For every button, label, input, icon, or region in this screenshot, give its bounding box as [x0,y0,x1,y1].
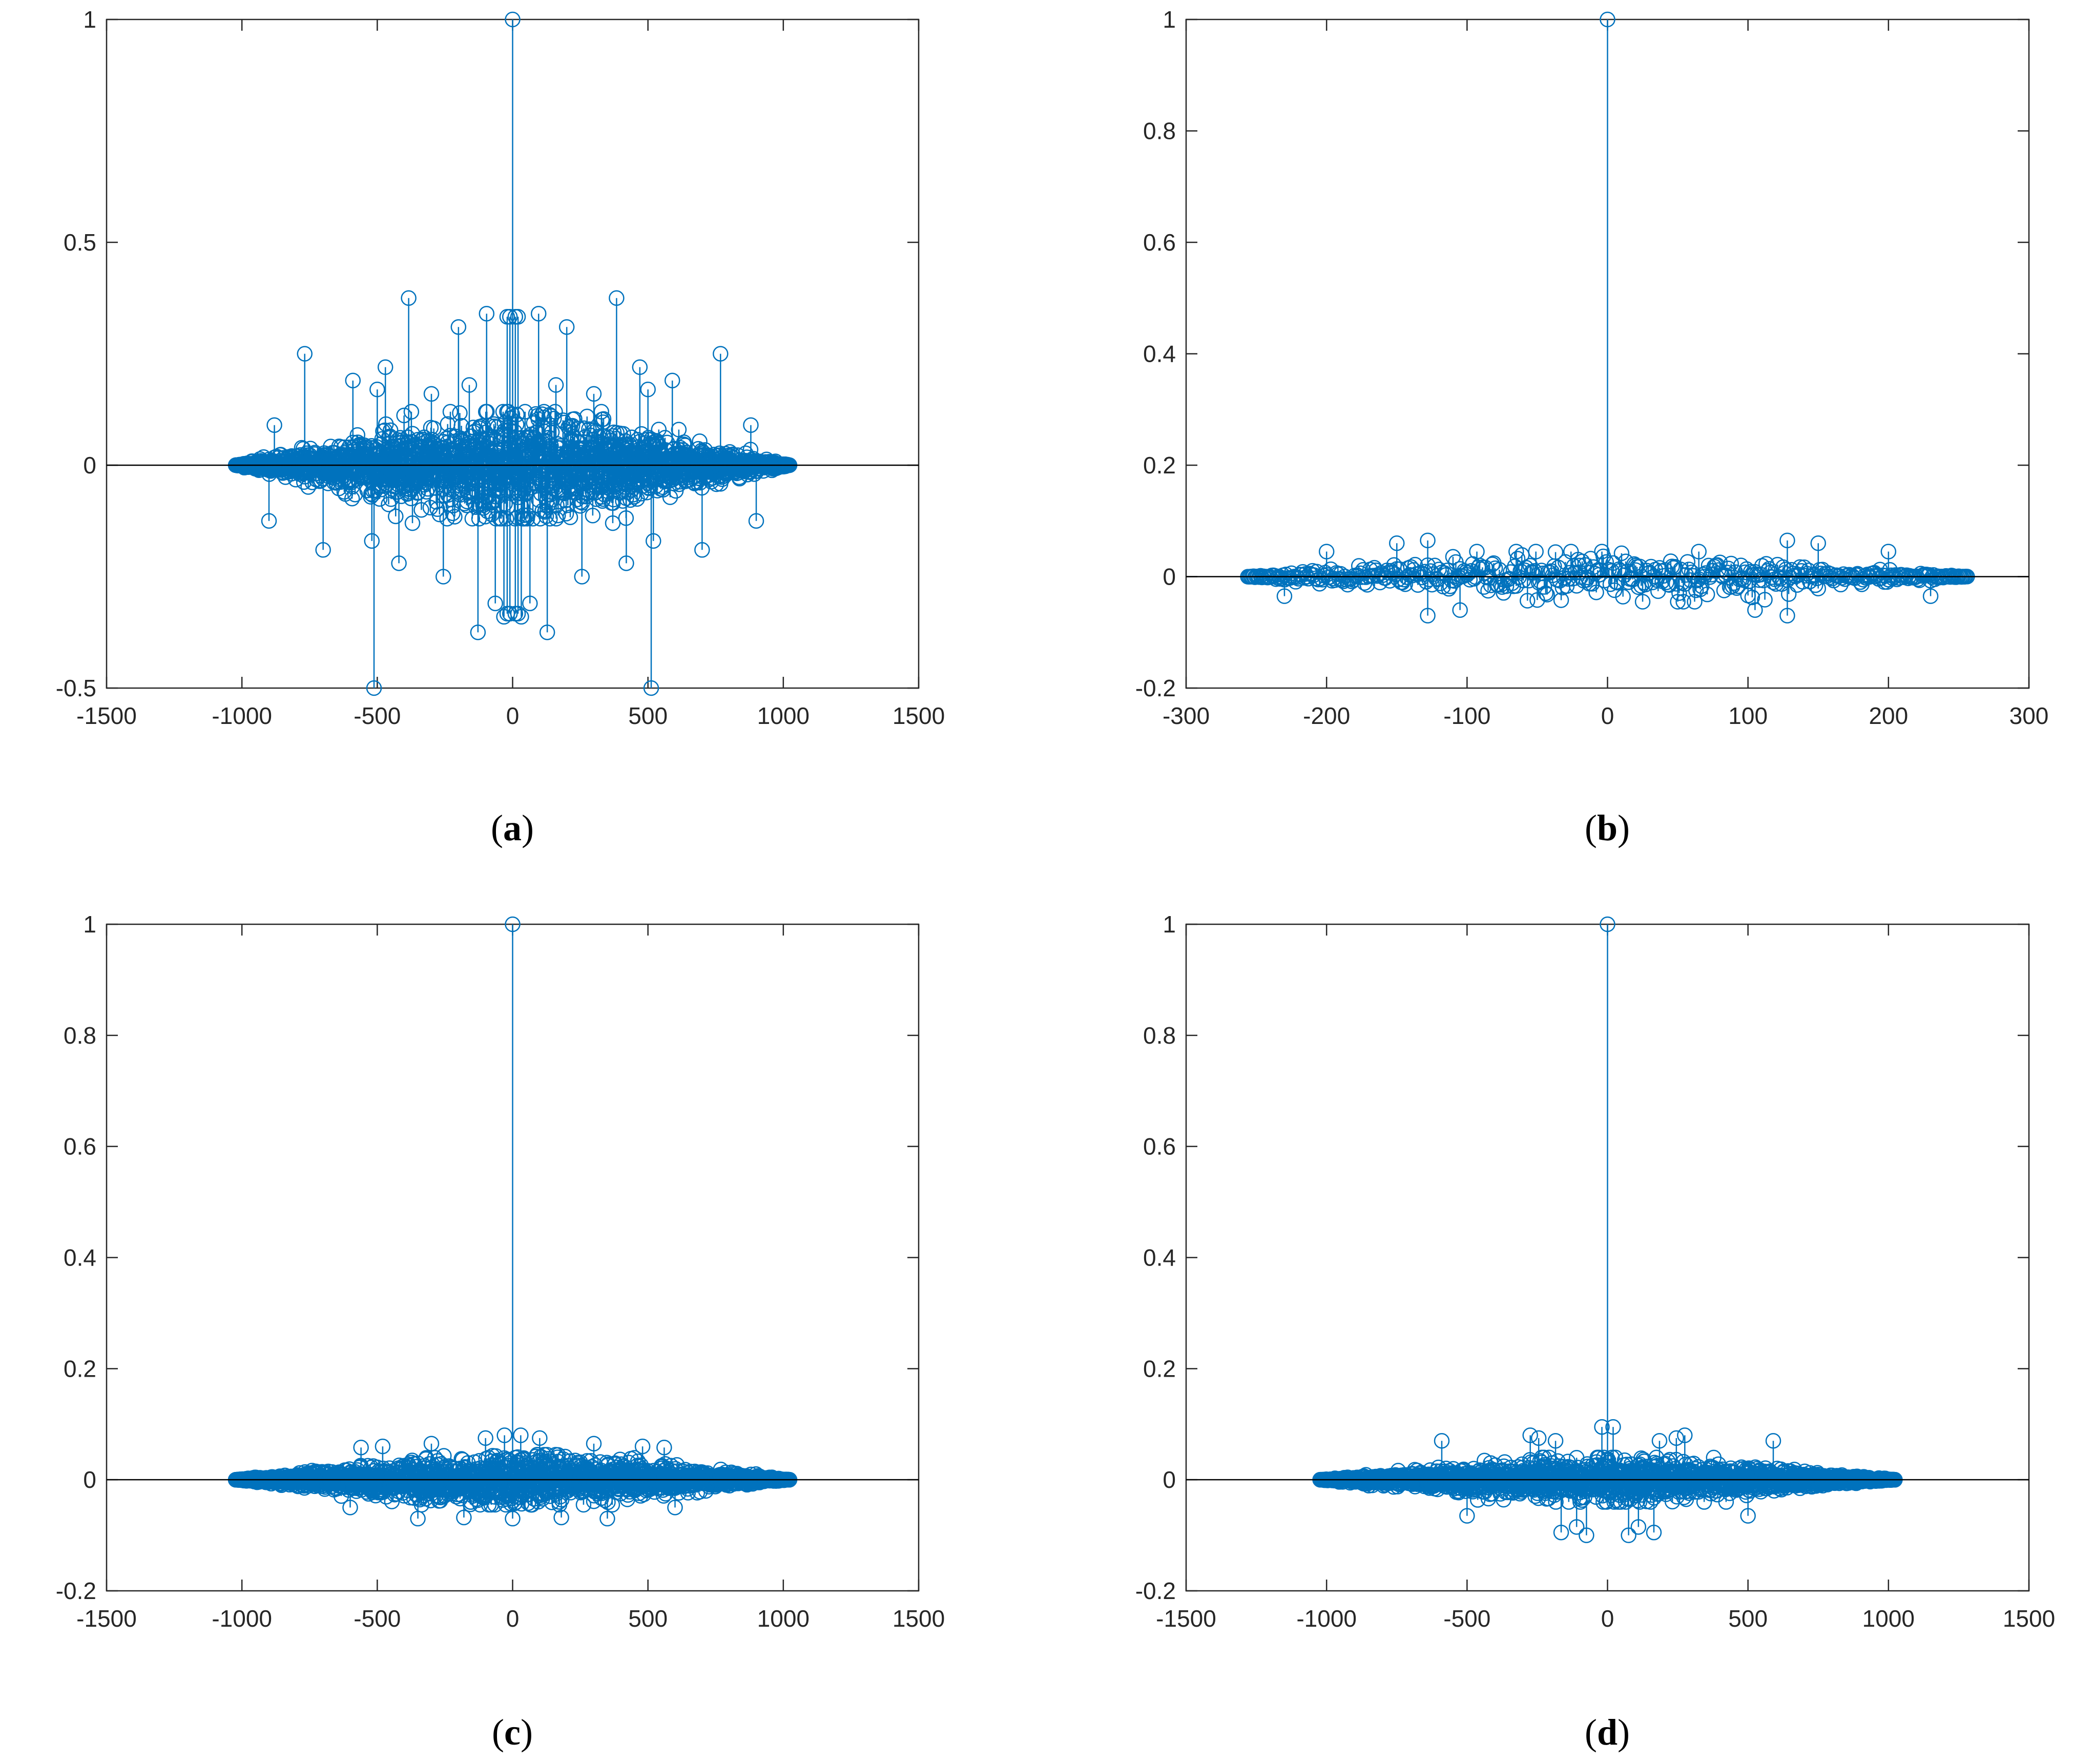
stem-marker-a [504,406,521,423]
stem-marker-a [494,485,511,501]
stem-marker-a [388,508,404,525]
stem-marker-a [507,511,523,527]
x-tick-label-a: 500 [628,702,668,729]
stem-marker-a [615,426,631,442]
stem-marker-a [396,407,412,424]
x-tick-label-a: 1500 [893,702,945,729]
stem-marker-a [440,487,456,503]
stem-marker-a [567,411,583,427]
x-tick-label-b: 0 [1601,702,1614,729]
x-tick-label-a: -1000 [212,702,272,729]
stem-marker-a [445,505,461,522]
stem-marker-a [547,404,563,420]
stem-marker-a [562,509,578,525]
stem-marker-a [618,510,634,526]
stem-marker-a [426,421,442,437]
chart-a: -1500 -1000 -500 0 500 1000 1500 -0.5 0 0.5 1 [56,6,945,729]
stem-marker-a [546,410,562,427]
x-tick-label-a: -1500 [76,702,137,729]
stem-marker-a [572,498,588,514]
stem-marker-a [497,495,513,512]
y-tick-label-a: -0.5 [56,675,96,701]
stem-marker-a [534,406,550,422]
stem-marker-a [538,508,554,524]
stem-marker-a [500,404,516,420]
stem-marker-a [540,497,556,513]
stem-marker-a [403,404,420,420]
x-tick-label-a: 0 [506,702,520,729]
stem-marker-a [453,418,469,434]
stem-marker-a [488,511,504,527]
stem-marker-a [344,490,360,507]
x-tick-label-b: -300 [1163,702,1210,729]
stem-marker-a [452,405,468,421]
stem-marker-a [520,507,536,523]
y-tick-label-a: 1 [83,6,96,33]
stem-marker-a [484,506,500,523]
stem-marker-a [542,511,558,527]
stem-marker-a [481,418,496,433]
y-tick-label-b: 0.4 [1143,341,1176,367]
stem-marker-a [550,507,566,524]
stem-marker-a [371,491,388,507]
stem-marker-a [579,408,595,425]
x-tick-label-a: 1000 [757,702,810,729]
stem-marker-a [585,508,601,524]
x-tick-label-b: 300 [2009,702,2049,729]
x-tick-label-b: -200 [1303,702,1350,729]
stem-marker-a [413,502,429,518]
x-tick-label-b: -100 [1443,702,1490,729]
stem-marker-a [424,472,440,488]
stem-marker-a [447,509,463,525]
stem-marker-a [464,511,481,527]
y-tick-label-b: 0.2 [1143,452,1176,479]
x-tick-label-a: -500 [354,702,401,729]
stem-marker-a [509,406,525,423]
stem-marker-a [593,404,610,420]
stem-marker-a [347,486,363,503]
stem-marker-a [503,416,519,432]
y-tick-label-b: -0.2 [1135,675,1176,701]
y-tick-label-a: 0.5 [64,229,96,256]
y-tick-label-b: 0 [1163,564,1176,590]
markers-a [227,11,798,696]
stem-marker-a [581,421,597,437]
stem-marker-a [558,506,574,522]
stem-marker-a [633,426,650,442]
stem-marker-a [499,511,514,527]
y-tick-label-b: 0.8 [1143,118,1176,144]
stem-marker-a [428,494,444,510]
stem-marker-a [485,429,501,445]
stem-marker-a [543,408,559,424]
x-tick-label-b: 200 [1869,702,1908,729]
y-tick-label-b: 0.6 [1143,229,1176,256]
stem-marker-a [531,446,547,462]
stem-marker-a [442,404,459,420]
stem-marker-a [431,506,448,523]
y-tick-label-b: 1 [1163,6,1176,33]
stem-marker-a [435,481,451,497]
stem-marker-a [651,422,667,438]
stem-marker-a [595,411,612,427]
y-tick-label-a: 0 [83,452,96,479]
x-tick-label-b: 100 [1728,702,1768,729]
stem-marker-a [439,511,455,527]
